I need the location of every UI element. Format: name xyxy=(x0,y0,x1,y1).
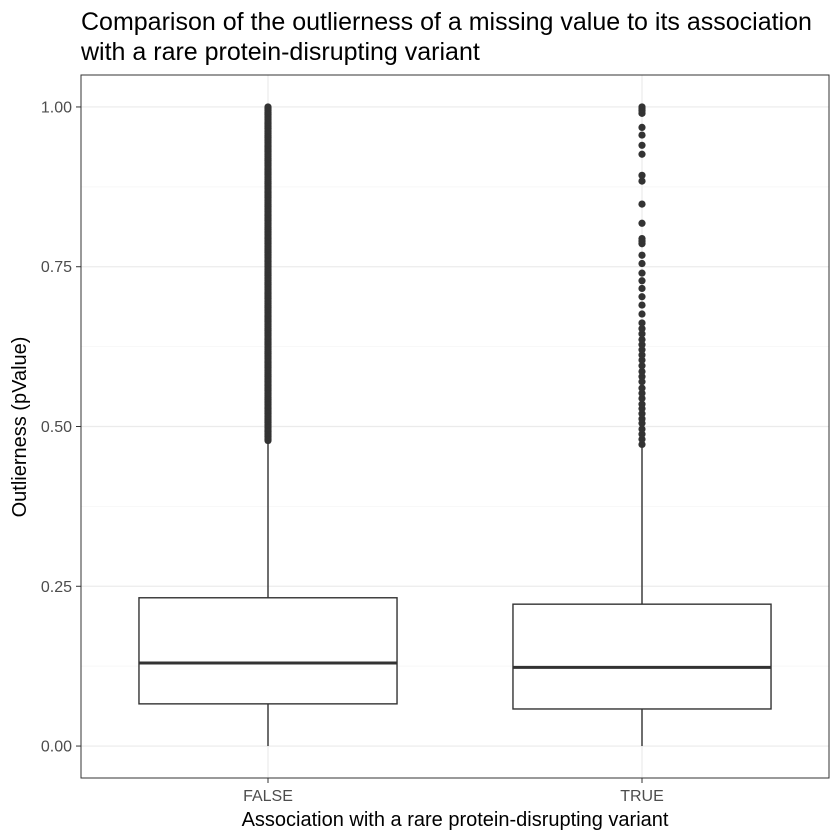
outlier-point xyxy=(638,394,646,402)
outlier-point xyxy=(638,325,646,333)
outlier-point xyxy=(638,150,646,158)
y-tick-label-4: 1.00 xyxy=(41,99,72,116)
outlier-point xyxy=(264,103,272,111)
x-tick-label-true: TRUE xyxy=(620,788,664,805)
outlier-point xyxy=(638,319,646,327)
outlier-point xyxy=(638,177,646,185)
outlier-point xyxy=(638,277,646,285)
outlier-point xyxy=(638,235,646,243)
outlier-point xyxy=(638,425,646,433)
box-false xyxy=(138,440,398,747)
outlier-point xyxy=(638,378,646,386)
outlier-point xyxy=(638,251,646,259)
outlier-point xyxy=(638,415,646,423)
outlier-point xyxy=(638,141,646,149)
y-tick-label-0: 0.00 xyxy=(41,739,72,756)
outlier-point xyxy=(638,389,646,397)
x-tick-label-false: FALSE xyxy=(243,788,293,805)
chart-title-line-1: Comparison of the outlierness of a missi… xyxy=(81,8,812,36)
outlier-point xyxy=(638,310,646,318)
chart-title-line-2: with a rare protein-disrupting variant xyxy=(80,38,480,66)
outlier-point xyxy=(638,335,646,344)
outlier-point xyxy=(638,301,646,309)
outlier-point xyxy=(638,330,646,338)
outlier-point xyxy=(638,356,646,364)
outlier-point xyxy=(638,373,646,381)
y-axis: 0.00 0.25 0.50 0.75 1.00 xyxy=(41,99,81,756)
y-tick-label-3: 0.75 xyxy=(41,259,72,276)
outlier-point xyxy=(638,293,646,301)
outlier-point xyxy=(638,259,646,268)
outliers-false xyxy=(264,103,272,445)
box-true xyxy=(512,447,772,747)
outlier-point xyxy=(638,171,646,179)
outliers-true-points xyxy=(638,103,646,448)
outlier-points xyxy=(264,103,646,448)
outlier-point xyxy=(638,367,646,376)
outlier-point xyxy=(638,131,646,139)
outlier-point xyxy=(638,219,646,227)
y-axis-title: Outlierness (pValue) xyxy=(9,337,31,518)
outlier-point xyxy=(638,430,646,438)
outlier-point xyxy=(638,362,646,370)
boxes xyxy=(138,440,772,747)
outlier-point xyxy=(638,103,646,111)
outlier-point xyxy=(638,269,646,277)
outlier-point xyxy=(638,200,646,208)
y-tick-label-1: 0.25 xyxy=(41,579,72,596)
outlier-point xyxy=(638,351,646,359)
x-axis-title: Association with a rare protein-disrupti… xyxy=(242,809,669,831)
outlier-point xyxy=(638,435,646,443)
outlier-point xyxy=(638,400,646,408)
outlier-point xyxy=(638,284,646,293)
outlier-point xyxy=(638,123,646,132)
outlier-point xyxy=(638,384,646,392)
x-axis: FALSE TRUE xyxy=(243,778,664,805)
outlier-point xyxy=(638,346,646,354)
outlier-point xyxy=(638,410,646,418)
y-tick-label-2: 0.50 xyxy=(41,419,72,436)
outlier-point xyxy=(638,440,646,448)
outlier-point xyxy=(638,341,646,349)
box-iqr xyxy=(138,597,398,705)
box-iqr xyxy=(512,603,772,710)
